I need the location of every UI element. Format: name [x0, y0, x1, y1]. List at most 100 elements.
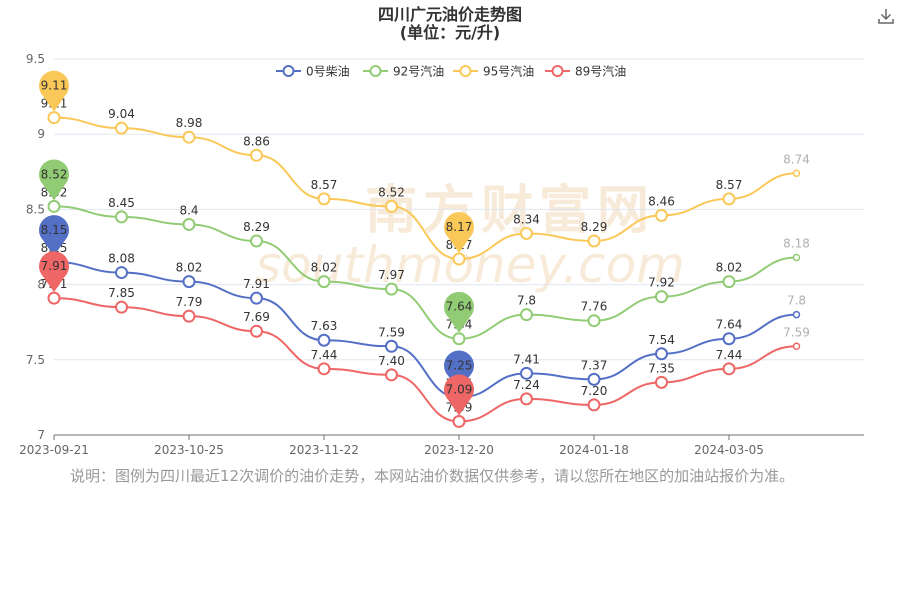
data-label: 8.57: [311, 178, 338, 192]
data-point: [655, 208, 668, 222]
data-label: 8.57: [716, 178, 743, 192]
pin-label: 7.91: [41, 259, 68, 273]
data-point: [655, 375, 668, 389]
data-point: [317, 362, 331, 376]
data-point: [182, 217, 196, 231]
pin-marker: 8.15: [39, 215, 69, 257]
legend-marker: [282, 65, 295, 77]
pin-shape: [443, 374, 474, 416]
data-point: [655, 347, 668, 361]
pin-label: 7.25: [446, 358, 473, 372]
pin-marker: 8.17: [444, 212, 475, 254]
x-tick-label: 2023-09-21: [19, 443, 89, 457]
pin-shape: [444, 212, 475, 254]
legend-item[interactable]: 95号汽油: [453, 64, 534, 79]
data-point: [452, 414, 466, 428]
data-point: [182, 130, 196, 144]
download-icon[interactable]: [876, 6, 896, 26]
y-tick-label: 9: [37, 127, 45, 141]
data-point: [250, 148, 263, 162]
data-point: [385, 368, 398, 382]
data-label: 8.02: [176, 261, 203, 275]
legend-marker: [369, 65, 382, 77]
data-label: 8.02: [311, 261, 338, 275]
pin-shape: [443, 350, 474, 392]
data-label: 7.8: [517, 294, 536, 308]
pin-marker: 7.64: [443, 291, 474, 333]
data-label: 8.08: [108, 252, 135, 266]
legend-item[interactable]: 92号汽油: [363, 64, 444, 79]
data-point: [587, 314, 601, 328]
watermark-text-cn: 南方财富网: [365, 181, 655, 241]
chart-note: 说明：图例为四川最近12次调价的油价走势，本网站油价数据仅供参考，请以您所在地区…: [70, 467, 795, 485]
chart-subtitle: (单位：元/升): [400, 23, 500, 42]
data-point: [520, 226, 533, 240]
data-point: [250, 234, 263, 248]
legend-label: 89号汽油: [575, 64, 626, 79]
data-point: [792, 342, 801, 351]
y-tick-label: 8.5: [26, 202, 45, 216]
pin-marker: 7.91: [39, 251, 69, 293]
data-point: [115, 210, 128, 224]
data-label: 7.44: [311, 348, 338, 362]
legend[interactable]: 0号柴油 92号汽油 95号汽油 89号汽油: [276, 64, 626, 79]
data-label: 7.37: [581, 358, 608, 372]
data-label: 7.76: [581, 300, 608, 314]
data-label: 8.29: [243, 220, 270, 234]
pin-marker: 7.25: [443, 350, 474, 392]
data-label: 7.97: [378, 268, 405, 282]
data-label: 8.45: [108, 196, 135, 210]
data-label: 7.35: [648, 361, 675, 375]
legend-item[interactable]: 0号柴油: [276, 65, 350, 79]
pin-label: 8.52: [41, 167, 68, 181]
data-label: 8.46: [648, 194, 675, 208]
data-label: 8.18: [783, 237, 810, 251]
y-tick-label: 7: [37, 428, 45, 442]
pin-shape: [39, 70, 70, 112]
legend-label: 0号柴油: [306, 65, 350, 79]
legend-item[interactable]: 89号汽油: [545, 64, 626, 79]
data-point: [317, 333, 331, 347]
data-point: [587, 234, 601, 248]
data-label: 8.52: [378, 185, 405, 199]
pin-label: 7.64: [446, 300, 473, 314]
data-label: 7.63: [311, 319, 338, 333]
data-point: [655, 290, 668, 304]
pin-label: 9.11: [41, 79, 68, 93]
data-label: 8.29: [581, 220, 608, 234]
data-point: [792, 310, 801, 319]
data-point: [722, 192, 736, 206]
data-point: [317, 192, 331, 206]
pin-label: 8.17: [446, 220, 473, 234]
series-lines: [47, 111, 801, 428]
data-label: 8.4: [179, 203, 198, 217]
data-point: [115, 266, 128, 280]
pin-shape: [39, 251, 69, 293]
data-point: [722, 275, 736, 289]
data-point: [722, 362, 736, 376]
data-point: [182, 309, 196, 323]
pin-label: 7.09: [446, 382, 473, 396]
data-point: [250, 291, 263, 305]
x-tick-label: 2024-03-05: [694, 443, 764, 457]
data-point: [385, 339, 398, 353]
legend-marker: [459, 65, 472, 77]
data-point: [587, 372, 601, 386]
data-label: 7.69: [243, 310, 270, 324]
data-point: [182, 275, 196, 289]
data-point: [722, 332, 736, 346]
data-label: 7.59: [378, 325, 405, 339]
data-point: [115, 121, 128, 135]
data-label: 9.04: [108, 107, 135, 121]
x-tick-label: 2023-11-22: [289, 443, 359, 457]
data-label: 7.64: [716, 318, 743, 332]
data-label: 8.86: [243, 134, 270, 148]
y-tick-label: 7.5: [26, 353, 45, 367]
y-tick-label: 8: [37, 278, 45, 292]
data-label: 7.24: [513, 378, 540, 392]
data-point: [250, 324, 263, 338]
data-label: 8.74: [783, 152, 810, 166]
pin-shape: [39, 159, 69, 201]
